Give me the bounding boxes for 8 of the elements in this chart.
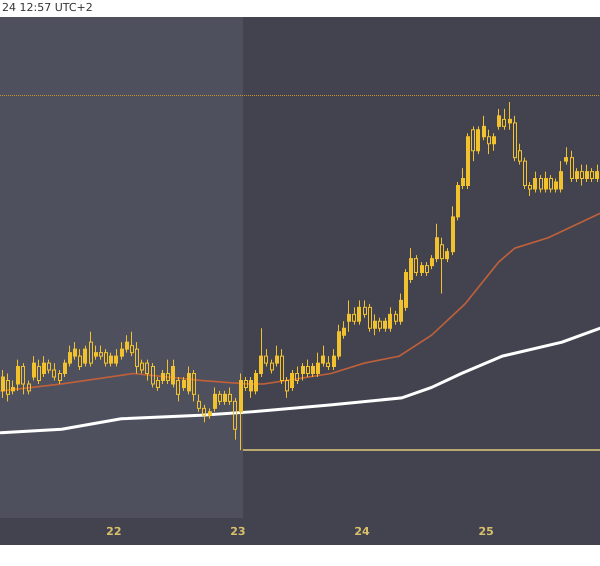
x-tick-label: 24 [354,525,370,538]
candlestick [27,380,31,395]
candlestick [564,146,568,166]
x-tick-label: 23 [230,525,246,538]
x-tick-label: 22 [106,525,122,538]
x-tick-label: 25 [478,525,494,538]
candlestick [208,408,212,420]
text: 24 12:57 UTC+2 [2,1,93,15]
